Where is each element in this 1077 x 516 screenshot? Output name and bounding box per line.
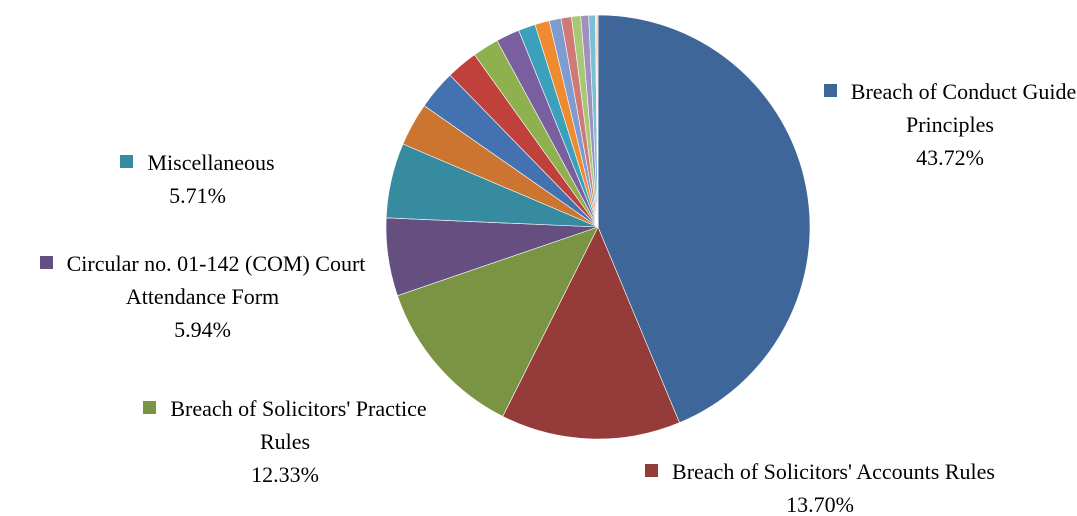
legend-swatch bbox=[39, 256, 53, 269]
category-label: Miscellaneous bbox=[147, 150, 275, 175]
value-label: 12.33% bbox=[251, 462, 319, 487]
slice-label: Breach of Solicitors' Practice Rules 12.3… bbox=[140, 392, 430, 491]
legend-swatch bbox=[120, 155, 134, 168]
slice-label: Circular no. 01-142 (COM) Court Attendan… bbox=[5, 247, 400, 346]
pie-slice bbox=[397, 226, 599, 417]
value-label: 5.94% bbox=[174, 317, 231, 342]
category-label: Breach of Solicitors' Practice Rules bbox=[170, 396, 427, 454]
legend-swatch bbox=[645, 464, 659, 477]
pie-slice bbox=[596, 14, 599, 228]
slice-label: Miscellaneous 5.71% bbox=[70, 146, 325, 212]
category-label: Breach of Conduct Guide Principles bbox=[850, 79, 1077, 137]
legend-swatch bbox=[143, 401, 157, 414]
value-label: 43.72% bbox=[916, 145, 984, 170]
slice-label: Breach of Solicitors' Accounts Rules 13.7… bbox=[565, 455, 1075, 516]
category-label: Breach of Solicitors' Accounts Rules bbox=[672, 459, 995, 484]
slice-label: Breach of Conduct Guide Principles 43.72% bbox=[810, 75, 1077, 174]
pie-slice bbox=[502, 226, 680, 440]
value-label: 5.71% bbox=[169, 183, 226, 208]
pie-slice bbox=[597, 14, 811, 424]
legend-swatch bbox=[823, 84, 837, 97]
category-label: Circular no. 01-142 (COM) Court Attendan… bbox=[66, 251, 366, 309]
value-label: 13.70% bbox=[786, 492, 854, 516]
